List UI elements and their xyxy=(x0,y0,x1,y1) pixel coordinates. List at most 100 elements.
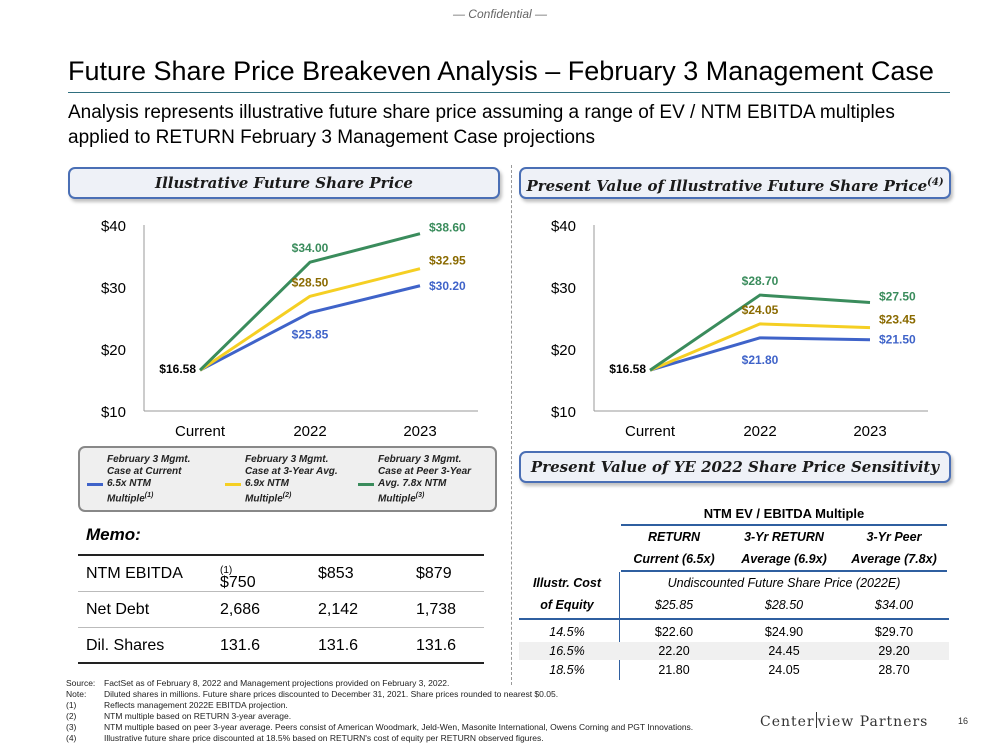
footnotes: Source: FactSet as of February 8, 2022 an… xyxy=(66,678,693,744)
legend-footnote: (2) xyxy=(282,492,292,499)
sens-cell: $24.90 xyxy=(764,625,804,639)
x-tick-label: 2023 xyxy=(853,423,886,440)
data-label: $16.58 xyxy=(159,362,196,376)
x-tick-label: 2022 xyxy=(293,423,326,440)
y-tick-label: $40 xyxy=(551,218,576,235)
sensitivity-panel-title: Present Value of YE 2022 Share Price Sen… xyxy=(519,451,951,483)
footnote-text: Illustrative future share price discount… xyxy=(104,733,544,743)
sensitivity-panel-title-text: Present Value of YE 2022 Share Price Sen… xyxy=(530,458,940,476)
legend-line: 6.9x NTM xyxy=(245,478,289,489)
series-line xyxy=(649,322,871,372)
legend-swatch-blue xyxy=(87,483,103,486)
col-header: Current (6.5x) xyxy=(633,552,715,566)
series-line xyxy=(649,293,871,372)
memo-value: $750 (1) xyxy=(220,565,256,591)
memo-value: $853 xyxy=(318,565,354,582)
right-panel-title-footnote: (4) xyxy=(927,177,944,188)
legend-line: Avg. 7.8x NTM xyxy=(378,478,447,489)
title-rule xyxy=(68,92,950,93)
sens-cell: 24.05 xyxy=(768,663,800,677)
footnote-text: NTM multiple based on RETURN 3-year aver… xyxy=(104,711,292,721)
memo-value: 2,142 xyxy=(318,601,359,618)
memo-row-net-debt: Net Debt 2,686 2,142 1,738 xyxy=(78,592,484,628)
footnote-tag: (3) xyxy=(66,722,77,732)
row-header: of Equity xyxy=(540,598,594,612)
confidential-label: — Confidential — xyxy=(452,7,548,21)
legend-line-text: Multiple xyxy=(245,493,283,505)
col-header: RETURN xyxy=(647,530,701,544)
sens-cell: 28.70 xyxy=(878,663,910,677)
legend-item-3yr-avg-multiple: February 3 Mgmt. Case at 3-Year Avg. 6.9… xyxy=(225,454,338,505)
legend-footnote: (3) xyxy=(415,492,425,499)
sens-cell: 24.45 xyxy=(768,644,800,658)
memo-row-ntm-ebitda: NTM EBITDA $750 (1) $853 $879 xyxy=(78,556,484,592)
legend-line: Multiple(1) xyxy=(107,490,190,505)
data-label: $38.60 xyxy=(429,221,466,235)
x-tick-label: 2022 xyxy=(743,423,776,440)
legend-swatch-green xyxy=(358,483,374,486)
row-header: Illustr. Cost xyxy=(532,576,602,590)
data-label: $16.58 xyxy=(609,362,646,376)
footnote-tag: Source: xyxy=(66,678,96,688)
series-line xyxy=(199,284,421,372)
legend-line: Multiple(3) xyxy=(378,490,471,505)
x-tick-label: Current xyxy=(175,423,226,440)
right-panel-title-text: Present Value of Illustrative Future Sha… xyxy=(526,177,928,195)
pv-future-share-price-chart: $10 $20 $30 $40 Current 2022 2023 $16.58 $21.80 $… xyxy=(551,218,928,440)
data-label: $24.05 xyxy=(742,303,779,317)
data-label: $28.70 xyxy=(742,274,779,288)
footnote: (2) NTM multiple based on RETURN 3-year a… xyxy=(66,711,693,722)
left-panel-title-text: Illustrative Future Share Price xyxy=(155,174,413,192)
footnote: (4) Illustrative future share price disco… xyxy=(66,733,693,744)
memo-row-label: Dil. Shares xyxy=(86,637,165,654)
sensitivity-group-header: NTM EV / EBITDA Multiple xyxy=(703,506,865,521)
legend-swatch-gold xyxy=(225,483,241,486)
memo-value: 131.6 xyxy=(220,637,261,654)
undiscounted-value: $28.50 xyxy=(764,598,804,612)
y-tick-label: $30 xyxy=(551,280,576,297)
undiscounted-label: Undiscounted Future Share Price (2022E) xyxy=(667,576,901,590)
col-header-rule xyxy=(621,570,947,572)
legend-line: Multiple(2) xyxy=(245,490,338,505)
footnote-tag: (1) xyxy=(66,700,77,710)
footnote-text: Diluted shares in millions. Future share… xyxy=(104,689,559,699)
group-header-rule xyxy=(621,524,947,526)
coe-cell: 18.5% xyxy=(549,663,585,677)
footnote-tag: (4) xyxy=(66,733,77,743)
legend-item-current-multiple: February 3 Mgmt. Case at Current 6.5x NT… xyxy=(87,454,191,505)
undiscounted-value: $34.00 xyxy=(874,598,914,612)
logo-text: view Partners xyxy=(817,714,929,730)
legend-line-text: Multiple xyxy=(107,493,145,505)
sensitivity-table: NTM EV / EBITDA Multiple RETURN Current … xyxy=(515,500,955,680)
undiscounted-value: $25.85 xyxy=(654,598,694,612)
memo-value: $879 xyxy=(416,565,452,582)
y-tick-label: $10 xyxy=(551,404,576,421)
legend-line: 6.5x NTM xyxy=(107,478,151,489)
data-label: $21.80 xyxy=(742,353,779,367)
legend-line: Case at Peer 3-Year xyxy=(378,466,472,477)
sens-cell: 29.20 xyxy=(878,644,910,658)
legend-footnote: (1) xyxy=(144,492,154,499)
y-tick-label: $40 xyxy=(101,218,126,235)
footnote-tag: Note: xyxy=(66,689,87,699)
series-line xyxy=(649,336,871,372)
footnote: (3) NTM multiple based on peer 3-year ave… xyxy=(66,722,693,733)
data-label: $21.50 xyxy=(879,333,916,347)
memo-footnote: (1) xyxy=(220,565,233,576)
panel-divider xyxy=(511,165,512,685)
col-header: 3-Yr RETURN xyxy=(744,530,824,544)
memo-row-label: Net Debt xyxy=(86,601,150,618)
sens-cell: $22.60 xyxy=(654,625,694,639)
series-line xyxy=(199,267,421,372)
memo-value: 1,738 xyxy=(416,601,457,618)
data-label: $25.85 xyxy=(292,328,329,342)
footnote: Source: FactSet as of February 8, 2022 an… xyxy=(66,678,693,689)
coe-cell: 16.5% xyxy=(549,644,585,658)
coe-cell: 14.5% xyxy=(549,625,585,639)
data-label: $28.50 xyxy=(292,275,329,289)
y-tick-label: $20 xyxy=(551,342,576,359)
data-label: $23.45 xyxy=(879,313,916,327)
future-share-price-chart: $10 $20 $30 $40 Current 2022 2023 $16.58 $25.85 $… xyxy=(101,218,478,440)
legend-line: February 3 Mgmt. xyxy=(107,454,191,465)
left-panel-title: Illustrative Future Share Price xyxy=(68,167,500,199)
